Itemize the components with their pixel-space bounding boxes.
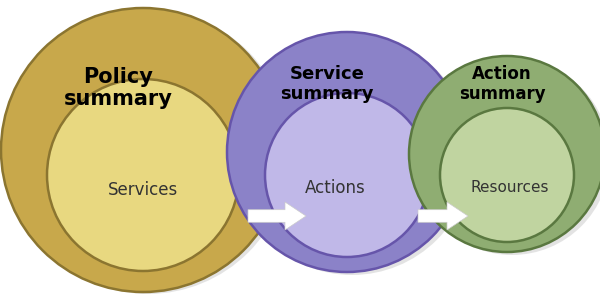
Text: Actions: Actions: [305, 179, 365, 197]
Circle shape: [227, 32, 467, 272]
Circle shape: [409, 56, 600, 252]
FancyArrow shape: [248, 202, 306, 230]
FancyArrow shape: [418, 202, 468, 230]
Circle shape: [232, 35, 472, 275]
Circle shape: [440, 108, 574, 242]
Text: Policy
summary: Policy summary: [64, 67, 172, 109]
Text: Service
summary: Service summary: [280, 65, 374, 103]
Text: Services: Services: [108, 181, 178, 199]
Circle shape: [1, 8, 285, 292]
Text: Action
summary: Action summary: [458, 65, 545, 103]
Circle shape: [414, 59, 600, 255]
Circle shape: [6, 10, 290, 294]
Circle shape: [47, 79, 239, 271]
Circle shape: [265, 93, 429, 257]
Text: Resources: Resources: [471, 181, 549, 196]
